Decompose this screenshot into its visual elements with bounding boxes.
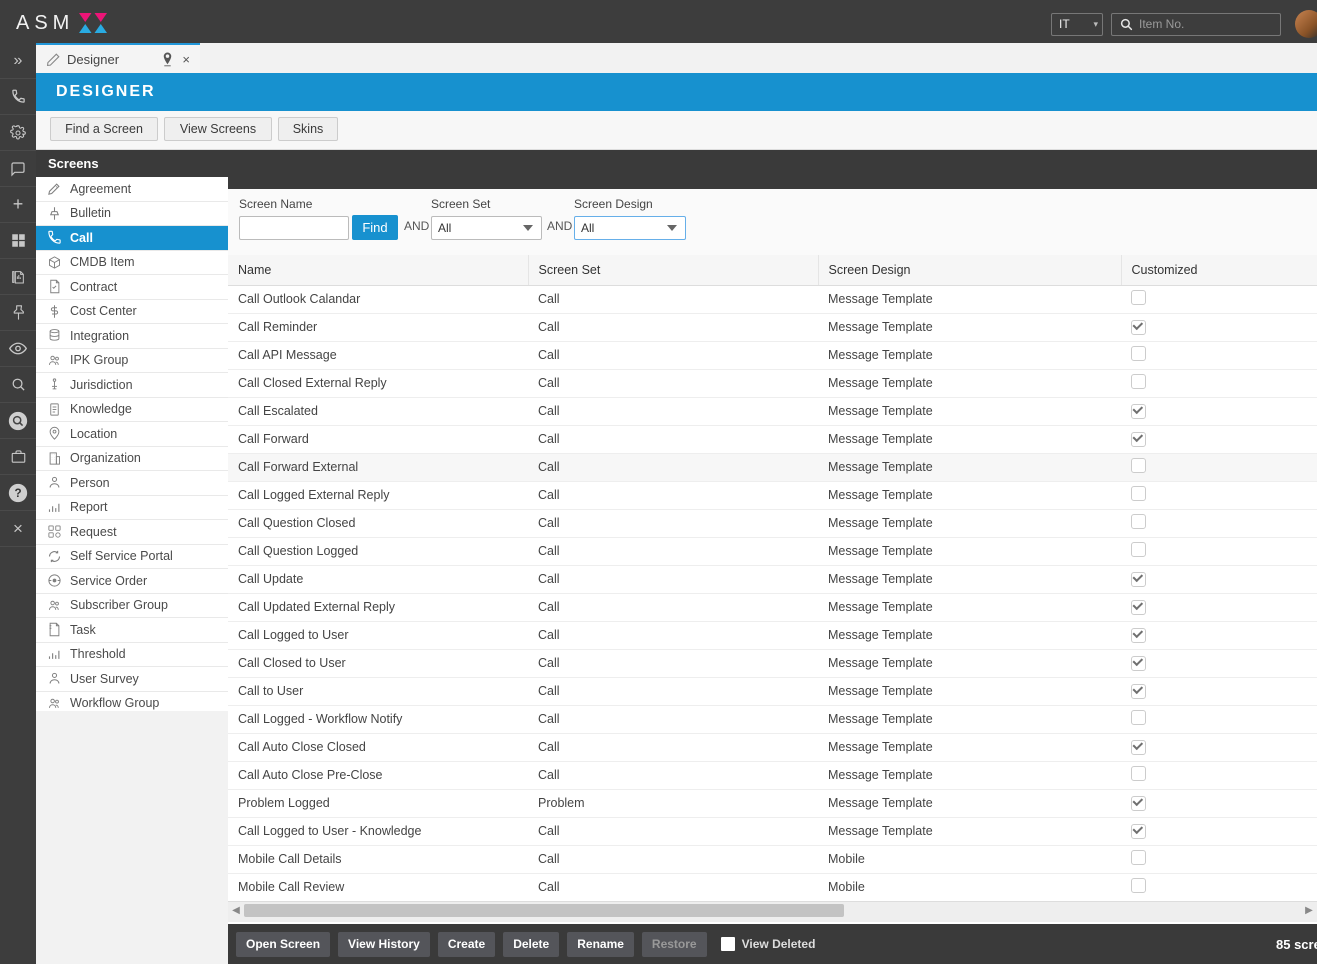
svg-text:?: ? (14, 487, 21, 500)
